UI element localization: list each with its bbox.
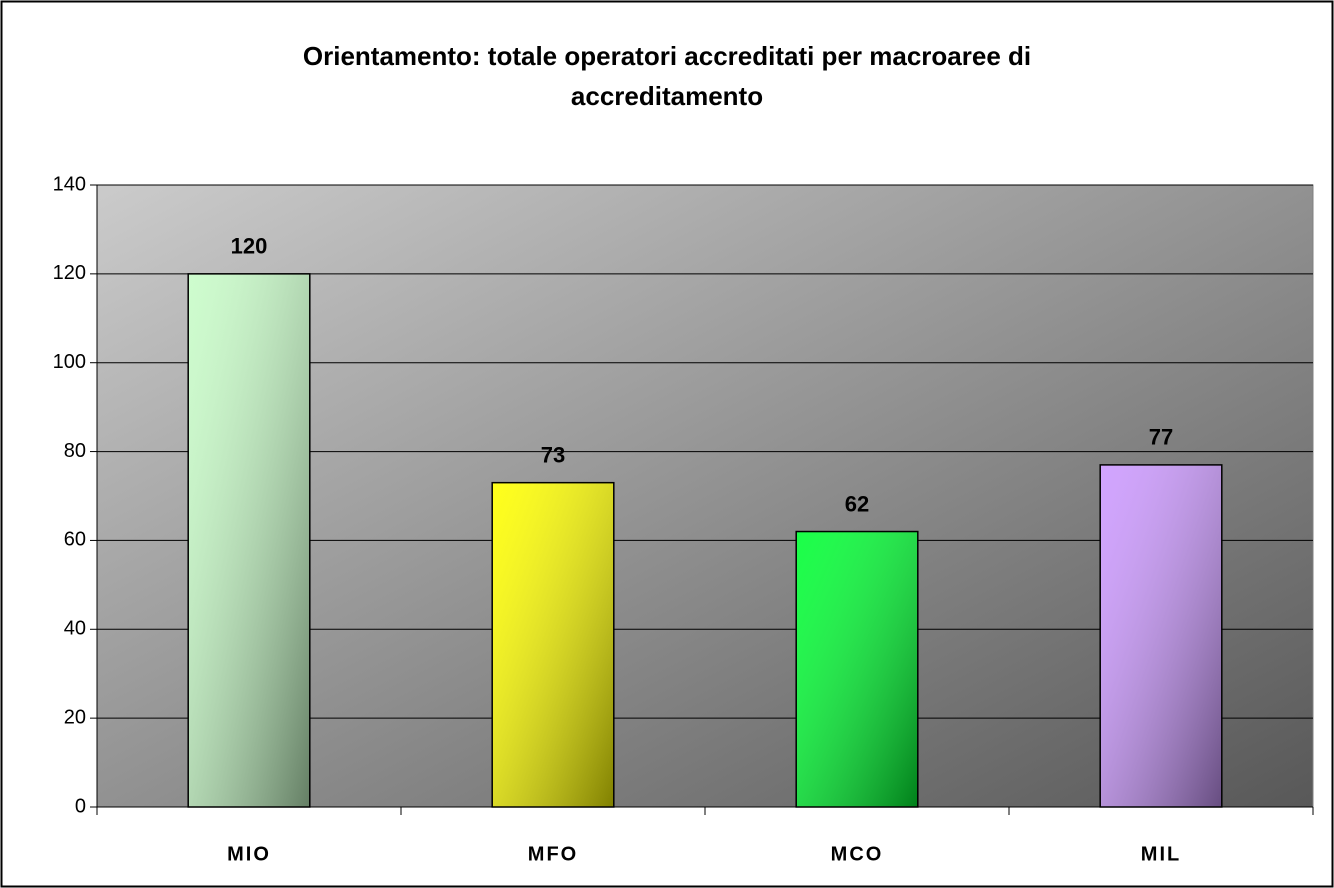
bar-shade: [187, 273, 311, 808]
value-label: 62: [845, 491, 869, 516]
x-tick-label: MFO: [528, 843, 578, 865]
y-tick-label: 100: [53, 351, 86, 373]
bar-shade: [1099, 464, 1223, 808]
value-label: 73: [541, 442, 565, 467]
y-tick-label: 140: [53, 173, 86, 195]
y-tick-label: 40: [64, 618, 86, 640]
value-label: 120: [231, 234, 268, 259]
bar-shade: [795, 530, 919, 808]
x-tick-label: MCO: [831, 843, 884, 865]
value-label: 77: [1149, 425, 1173, 450]
y-tick-label: 80: [64, 440, 86, 462]
bar-shade: [491, 481, 615, 808]
y-tick-label: 0: [75, 795, 86, 817]
y-tick-label: 120: [53, 262, 86, 284]
y-tick-label: 20: [64, 706, 86, 728]
x-tick-label: MIL: [1141, 843, 1181, 865]
x-tick-label: MIO: [227, 843, 271, 865]
chart-title: Orientamento: totale operatori accredita…: [302, 41, 1032, 111]
y-tick-label: 60: [64, 529, 86, 551]
